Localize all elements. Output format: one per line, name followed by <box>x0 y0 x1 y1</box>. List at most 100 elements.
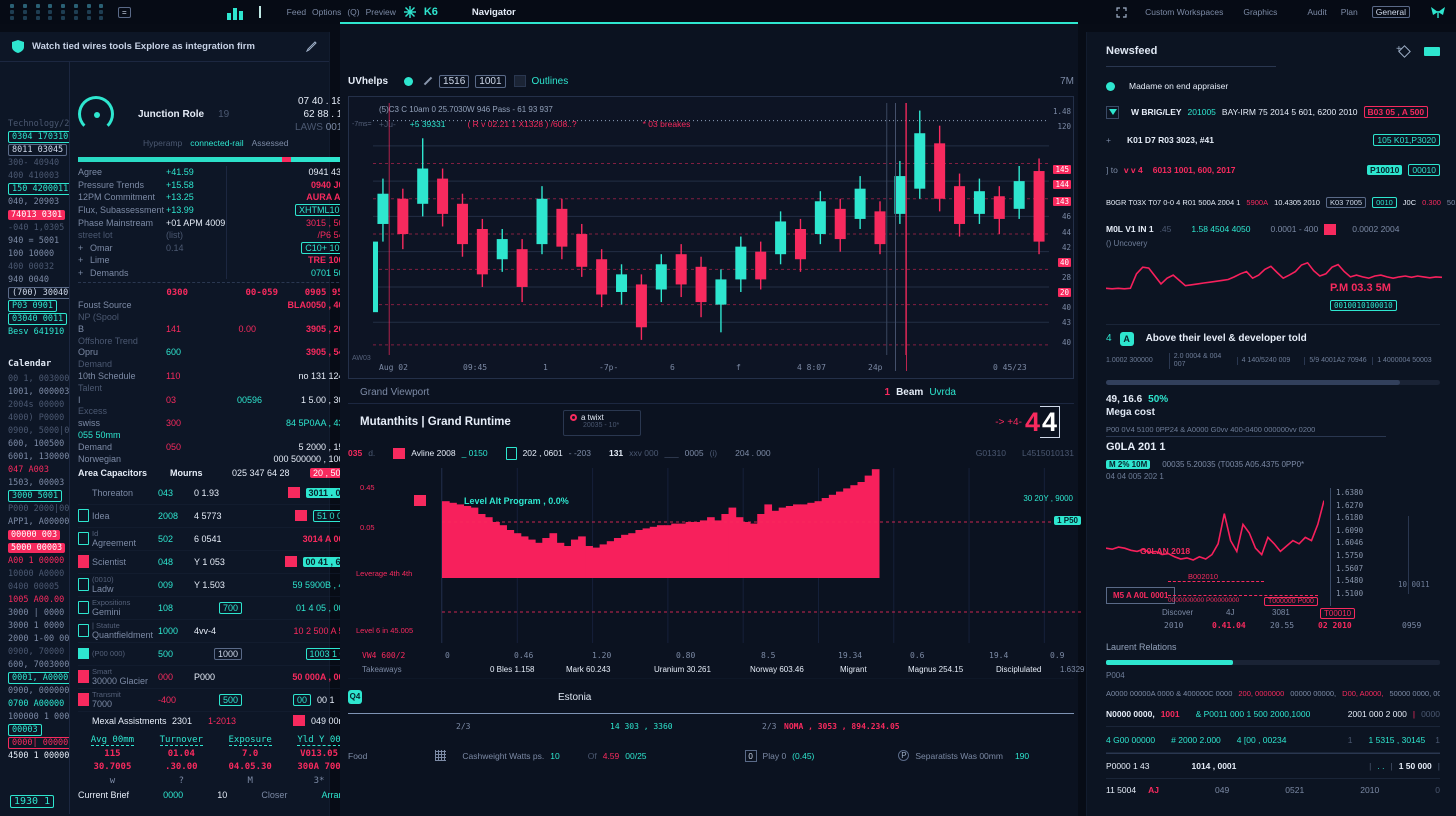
table-row[interactable]: Mexal Assistments 2301 1-2013 049 00mm <box>78 712 354 730</box>
ticker-row[interactable]: 10000 A0000 <box>8 568 69 581</box>
ticker-row[interactable]: 00003 <box>8 724 69 737</box>
ticker-row[interactable]: 2000 1-00 000 <box>8 633 69 646</box>
table-row[interactable]: Excess <box>78 406 354 418</box>
table-row[interactable]: Agree +41.59 0941 43.03 <box>78 166 354 179</box>
range-label[interactable]: 7M <box>1060 75 1074 87</box>
ticker-row[interactable]: 400 410003 <box>8 170 69 183</box>
table-row[interactable]: 055 50mm <box>78 429 354 441</box>
ticker-row[interactable]: 0304 170310 <box>8 131 69 144</box>
ticker-row[interactable]: 74013 0301 <box>8 209 69 222</box>
table-row[interactable]: Foust Source BLA0050 , 4000 <box>78 299 354 311</box>
table-row[interactable]: Expositions Gemini 108 700 01 4 05 , 0000 <box>78 597 354 620</box>
exposure-plot[interactable]: Level Alt Program , 0.0% 30 20Y , 9000 1… <box>441 468 1082 643</box>
interval-badge[interactable]: 1516 <box>439 74 470 88</box>
candlestick-chart[interactable]: (5)C3 C 10am 0 25.7030W 946 Pass - 61 93… <box>348 96 1074 379</box>
ticker-row[interactable]: 00 1, 003000 <box>8 373 69 386</box>
scrollbar-thumb[interactable] <box>1106 380 1400 385</box>
pink-outline-badge[interactable]: T000000 P000 <box>1264 597 1318 606</box>
ticker-row[interactable]: 1503, 00003 <box>8 477 69 490</box>
region-row[interactable]: Q4 Estonia <box>348 687 1074 707</box>
table-row[interactable]: Flux, Subassessment +13.99 XHTML1010 <box>78 203 354 217</box>
mini-column-header[interactable]: 5/9 4001A2 70946 <box>1304 357 1372 365</box>
table-row[interactable]: Idea 2008 4 5773 51 0 0 1 <box>78 505 354 528</box>
table-row[interactable]: (P00 000) 500 1000 1003 1 00 <box>78 643 354 666</box>
ticker-row[interactable]: 3000 5001 <box>8 490 69 503</box>
hamburger-badge[interactable]: = <box>118 6 131 18</box>
table-row[interactable]: Phase Mainstream +01 APM 4009 3015 , 5010 <box>78 216 354 229</box>
time-axis[interactable]: Aug 02 09:45 1 -7p- 6 f 4 8:07 24p 0 45/23 <box>373 363 1043 375</box>
ticker-row[interactable]: 0000| 00000 <box>8 737 69 750</box>
ticker-row[interactable]: 00000 003 <box>8 529 69 542</box>
ticker-row[interactable]: 940 = 5001 <box>8 235 69 248</box>
news-item[interactable]: ] to v v 4 6013 1001, 600, 2017 P10010 00010 <box>1106 159 1440 181</box>
status-right[interactable]: 1 Beam Uvrda <box>885 387 957 398</box>
ticker-row[interactable]: 600, 7003000 <box>8 659 69 672</box>
ticker-row[interactable]: 047 A003 <box>8 464 69 477</box>
table-row[interactable]: Talent <box>78 382 354 394</box>
price-axis[interactable]: 1.48 120 145 144 143 46 44 42 40 28 20 40 43 40 <box>1045 103 1071 355</box>
ticker-row[interactable]: 150 4200011 <box>8 183 69 196</box>
table-row[interactable]: + Demands 0701 5010 <box>78 266 354 280</box>
current-brief[interactable]: Current Brief <box>78 789 130 800</box>
mini-column-header[interactable]: 4 140/5240 009 <box>1236 357 1305 365</box>
ticker-row[interactable]: 1001, 000003 <box>8 386 69 399</box>
closer[interactable]: Closer <box>261 789 288 800</box>
ticker-row[interactable]: 4000) P0000 <box>8 412 69 425</box>
ticker-row[interactable]: 100000 1 0000 <box>8 711 69 724</box>
app-grid-icon[interactable] <box>10 4 110 20</box>
table-row[interactable]: Thoreaton 043 0 1.93 3011 . 009 <box>78 482 354 505</box>
table-row[interactable]: street lot (list) /P6 5400 <box>78 228 354 242</box>
arrange[interactable]: Arrange <box>321 789 354 800</box>
menu-audit[interactable]: Audit <box>1307 7 1327 17</box>
menu-q[interactable]: (Q) <box>347 7 360 17</box>
ticker-row[interactable]: 0400 00005 <box>8 581 69 594</box>
ticker-row[interactable]: P03 0901 <box>8 300 69 313</box>
table-row[interactable]: Smart 30000 Glacier 000 P000 50 000A , 0000 <box>78 666 354 689</box>
edit-icon[interactable] <box>306 41 317 52</box>
candle-plot[interactable] <box>373 103 1049 355</box>
table-row[interactable]: + Lime TRE 10003 <box>78 254 354 267</box>
outlines-toggle[interactable]: Outlines <box>531 75 569 87</box>
ticker-row[interactable]: P000 2000|00 <box>8 503 69 516</box>
center-footer[interactable]: Food Cashweight Watts ps. 10 Of 4.59 00/25 0 Pl… <box>348 748 1074 763</box>
mini-column-header[interactable]: 2.0 0004 & 004 007 <box>1168 353 1237 369</box>
ticker-row[interactable]: 1005 A00.00 <box>8 594 69 607</box>
ticker-row[interactable]: 100 10000 <box>8 248 69 261</box>
ticker-row[interactable]: 300- 40940 <box>8 157 69 170</box>
table-row[interactable]: Norwegian 000 500000 , 10000 <box>78 453 354 465</box>
ticker-row[interactable]: 0001, A0000 <box>8 672 69 685</box>
news-item[interactable]: Madame on end appraiser <box>1106 75 1440 97</box>
table-row[interactable]: Pressure Trends +15.58 0940 J030 <box>78 178 354 192</box>
table-row[interactable]: Offshore Trend <box>78 335 354 347</box>
menu-feed[interactable]: Feed <box>286 7 307 17</box>
ticker-row[interactable]: (700) 30040 <box>8 287 69 300</box>
table-row[interactable]: 0300 00-059 0905 9550 <box>78 286 353 299</box>
menu-plan[interactable]: Plan <box>1340 7 1358 17</box>
menu-options[interactable]: Options <box>312 7 342 17</box>
ticker-row[interactable]: -040 1,0305 <box>8 222 69 235</box>
butterfly-icon[interactable] <box>1430 6 1446 19</box>
horizontal-scrollbar[interactable] <box>1106 380 1440 385</box>
ticker-row[interactable]: 0900, 70000 <box>8 646 69 659</box>
ticker-row[interactable]: 3000 1 0000 <box>8 620 69 633</box>
table-row[interactable]: swiss 300 84 5P0AA , 4300 <box>78 417 354 429</box>
line-chart[interactable]: 1.6380 1.6270 1.6180 1.6090 1.6046 1.5750 1.56… <box>1106 488 1440 608</box>
table-row[interactable]: (0010) Ladw 009 Y 1.503 59 5900B , 400 <box>78 574 354 597</box>
add-widget-icon[interactable] <box>1396 44 1410 58</box>
menu-custom-workspaces[interactable]: Custom Workspaces <box>1145 7 1224 17</box>
table-row[interactable]: Demand 050 5 2000 , 1500 <box>78 441 354 453</box>
exposure-badge[interactable]: 1 P50 <box>1054 516 1081 525</box>
sparkline-code-badge[interactable]: 0010010100010 <box>1330 300 1397 311</box>
table-row[interactable]: Scientist 048 Y 1 053 00 41 , 610 <box>78 551 354 574</box>
live-badge[interactable] <box>1424 46 1440 56</box>
ticker-row[interactable]: Technology/20 <box>8 118 69 131</box>
ticker-row[interactable]: Besv 641910 <box>8 326 69 339</box>
menu-graphics[interactable]: Graphics <box>1243 7 1278 17</box>
menu-preview[interactable]: Preview <box>365 7 396 17</box>
ticker-row[interactable]: 8011 03045 <box>8 144 69 157</box>
ticker-row[interactable]: 5000 00003 <box>8 542 69 555</box>
table-row[interactable]: Opru 600 3905 , 5410 <box>78 347 354 359</box>
ticker-row[interactable]: A00 1 00000 <box>8 555 69 568</box>
table-row[interactable]: B 141 0.00 3905 , 2030 <box>78 323 354 335</box>
